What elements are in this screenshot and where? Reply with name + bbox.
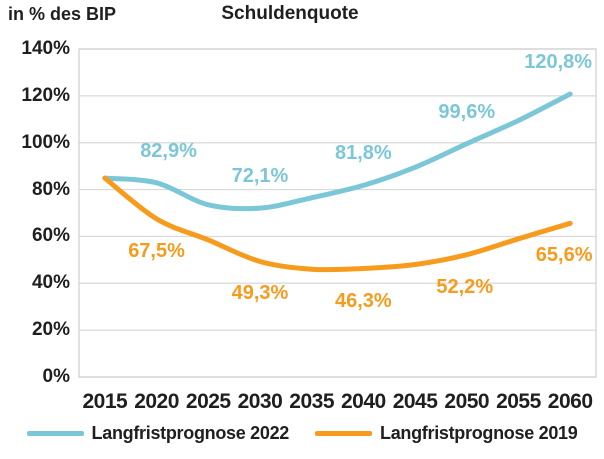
legend-item-prognose-2022: Langfristprognose 2022 [26,423,290,444]
plot-border [78,48,597,378]
legend-label-2022: Langfristprognose 2022 [91,423,290,443]
legend-item-prognose-2019: Langfristprognose 2019 [315,423,578,444]
y-axis-title: in % des BIP [8,4,117,24]
legend-label-2019: Langfristprognose 2019 [380,423,578,443]
legend: Langfristprognose 2022 Langfristprognose… [0,423,604,444]
chart-title: Schuldenquote [221,3,359,24]
series-line-2019 [102,175,573,273]
orange-line-swatch-icon [315,431,372,436]
series-line-2022 [102,91,573,212]
teal-line-swatch-icon [26,431,84,436]
